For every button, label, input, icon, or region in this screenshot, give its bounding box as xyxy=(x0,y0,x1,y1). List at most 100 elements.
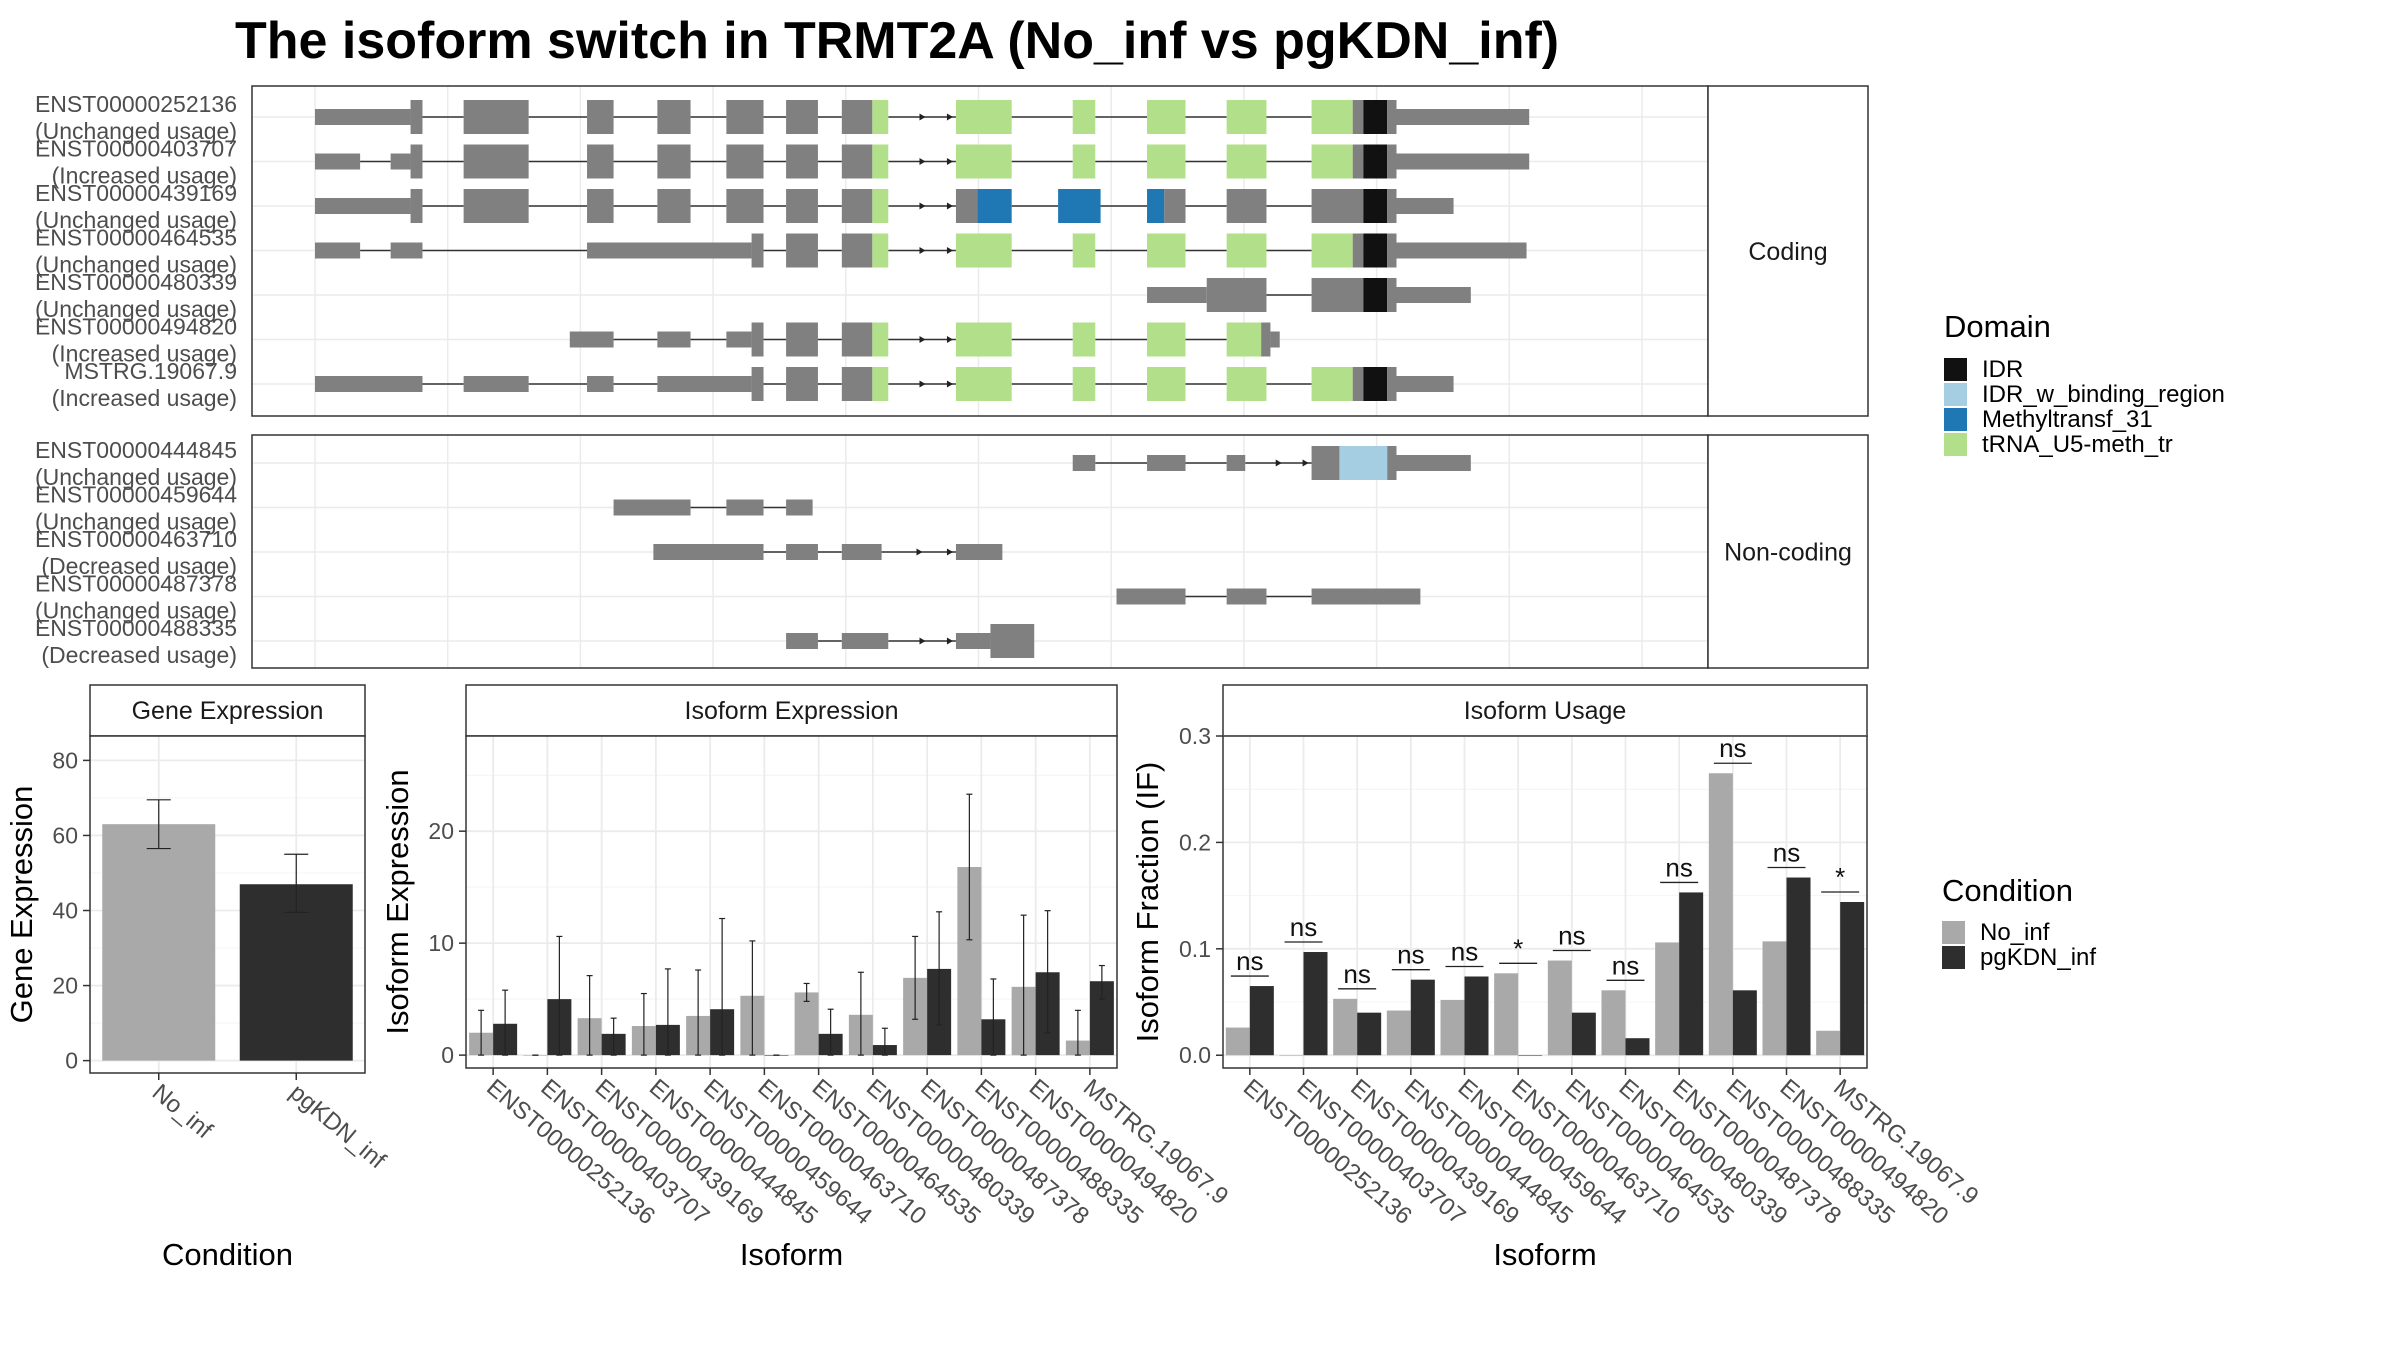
exon-block xyxy=(990,624,1035,658)
bar xyxy=(1464,976,1489,1056)
facet-strip xyxy=(1707,434,1869,669)
significance-label: * xyxy=(1513,933,1523,963)
domain-block xyxy=(1363,144,1388,179)
domain-block xyxy=(1339,446,1388,480)
intron-direction-arrow xyxy=(946,336,953,343)
bar xyxy=(1249,986,1274,1056)
domain-block xyxy=(1226,233,1267,268)
bar xyxy=(1518,1055,1543,1056)
significance-label: ns xyxy=(1290,912,1317,942)
exon-block xyxy=(1226,455,1246,471)
y-tick-label: 10 xyxy=(428,930,454,956)
exon-block xyxy=(1396,376,1454,392)
significance-label: ns xyxy=(1451,936,1478,966)
isoform-track xyxy=(569,322,1280,357)
isoform-id-label: ENST00000444845 xyxy=(35,437,237,463)
domain-block xyxy=(1311,233,1353,268)
intron-direction-arrow xyxy=(919,247,926,254)
exon-block xyxy=(587,144,614,179)
plot-border xyxy=(1222,735,1868,1069)
exon-block xyxy=(955,544,1003,560)
isoform-usage-label: (Unchanged usage) xyxy=(35,118,237,144)
domain-block xyxy=(1226,322,1262,357)
panel-title: Gene Expression xyxy=(132,697,324,725)
bar xyxy=(239,884,353,1061)
legend-entry-label: IDR_w_binding_region xyxy=(1982,381,2225,408)
exon-block xyxy=(1311,446,1340,480)
isoform-id-label: ENST00000463710 xyxy=(35,526,237,552)
x-axis-title: Isoform xyxy=(1493,1237,1596,1272)
exon-block xyxy=(955,189,978,223)
exon-block xyxy=(1270,331,1280,348)
exon-block xyxy=(786,189,818,223)
isoform-track xyxy=(613,499,813,516)
domain-block xyxy=(1363,100,1388,134)
facet-strip-label: Non-coding xyxy=(1724,539,1852,567)
isoform-track xyxy=(1116,588,1421,605)
isoform-id-label: ENST00000480339 xyxy=(35,269,237,295)
y-tick-label: 20 xyxy=(428,818,454,844)
exon-block xyxy=(1164,189,1186,223)
domain-block xyxy=(1147,233,1186,268)
domain-block xyxy=(1147,189,1165,223)
intron-direction-arrow xyxy=(946,158,953,165)
exon-block xyxy=(613,499,691,516)
exon-block xyxy=(786,322,818,357)
legend-swatch xyxy=(1942,921,1965,944)
exon-block xyxy=(657,376,752,392)
exon-block xyxy=(751,233,764,268)
isoform-id-label: ENST00000488335 xyxy=(35,615,237,641)
exon-block xyxy=(657,100,691,134)
isoform-track xyxy=(315,144,1530,179)
isoform-usage-label: (Increased usage) xyxy=(52,163,237,189)
x-tick-label: pgKDN_inf xyxy=(284,1079,391,1175)
intron-direction-arrow xyxy=(919,380,926,388)
isoform-usage-label: (Unchanged usage) xyxy=(35,464,237,490)
bar xyxy=(1816,1030,1841,1056)
exon-block xyxy=(726,499,764,516)
domain-block xyxy=(1363,367,1388,401)
exon-block xyxy=(1396,153,1530,170)
exon-block xyxy=(1311,189,1364,223)
isoform-usage-label: (Increased usage) xyxy=(52,385,237,411)
domain-block xyxy=(872,189,889,223)
bar xyxy=(1547,960,1572,1056)
domain-block xyxy=(1226,144,1267,179)
exon-block xyxy=(587,242,752,259)
legend-entry-label: IDR xyxy=(1982,356,2023,383)
isoform-id-label: ENST00000252136 xyxy=(35,91,237,117)
facet-strip-label: Coding xyxy=(1748,238,1827,266)
isoform-id-label: ENST00000487378 xyxy=(35,571,237,597)
bar xyxy=(1679,892,1704,1056)
y-axis-title: Isoform Fraction (IF) xyxy=(1130,762,1165,1043)
exon-block xyxy=(463,376,529,392)
domain-block xyxy=(1147,100,1186,134)
exon-block xyxy=(315,242,361,259)
intron-direction-arrow xyxy=(919,637,926,645)
plot-background xyxy=(466,736,1117,1068)
domain-block xyxy=(955,144,1012,179)
significance-label: ns xyxy=(1612,950,1639,980)
domain-block xyxy=(955,322,1012,357)
panel-title: Isoform Expression xyxy=(685,697,899,725)
facet-strip xyxy=(1707,85,1869,417)
intron-direction-arrow xyxy=(919,336,926,343)
exon-block xyxy=(1261,322,1271,357)
bar xyxy=(1786,877,1811,1056)
exon-block xyxy=(1396,242,1527,259)
plot-border xyxy=(465,735,1118,1069)
domain-block xyxy=(1226,100,1267,134)
exon-block xyxy=(1387,446,1397,480)
legend-swatch xyxy=(1944,383,1967,406)
intron-direction-arrow xyxy=(916,548,923,556)
domain-block xyxy=(872,100,889,134)
intron-direction-arrow xyxy=(919,158,926,165)
exon-block xyxy=(841,367,873,401)
legend-swatch xyxy=(1944,408,1967,431)
significance-label: ns xyxy=(1343,959,1370,989)
exon-block xyxy=(315,109,411,125)
domain-block xyxy=(955,233,1012,268)
legend-swatch xyxy=(1944,433,1967,456)
gene-structure-panel: ENST00000252136(Unchanged usage)ENST0000… xyxy=(35,85,1869,669)
